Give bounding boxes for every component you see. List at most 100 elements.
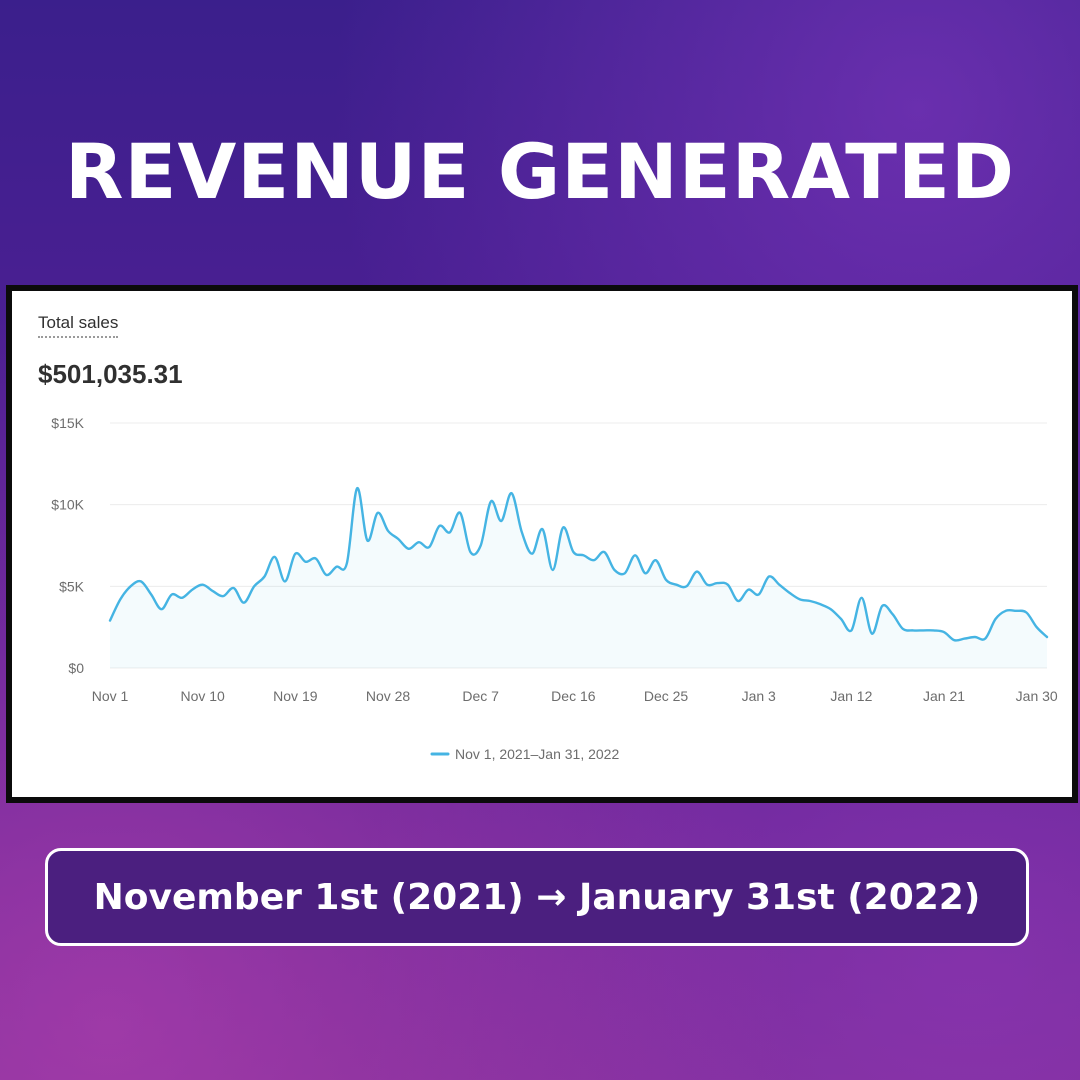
data-point <box>263 575 265 577</box>
data-point <box>1005 610 1007 612</box>
data-point <box>634 554 636 556</box>
data-point <box>510 492 512 494</box>
data-point <box>655 559 657 561</box>
data-point <box>552 569 554 571</box>
data-point <box>304 561 306 563</box>
data-point <box>830 608 832 610</box>
data-point <box>727 584 729 586</box>
data-point <box>449 531 451 533</box>
data-point <box>119 598 121 600</box>
data-point <box>397 538 399 540</box>
data-point <box>562 526 564 528</box>
data-point <box>778 584 780 586</box>
data-point <box>171 593 173 595</box>
data-point <box>871 633 873 635</box>
data-point <box>768 575 770 577</box>
data-point <box>346 562 348 564</box>
data-point <box>243 602 245 604</box>
y-tick-label: $10K <box>51 497 84 513</box>
x-tick-label: Nov 10 <box>180 688 225 704</box>
sales-chart: $0 $5K $10K $15K Nov 1 Nov 10 Nov 19 Nov 28 Dec… <box>51 415 1058 762</box>
data-point <box>809 600 811 602</box>
grid-lines <box>110 422 1047 669</box>
data-point <box>407 548 409 550</box>
data-point <box>469 551 471 553</box>
data-point <box>521 531 523 533</box>
data-point <box>325 574 327 576</box>
x-tick-label: Dec 16 <box>551 688 596 704</box>
data-point <box>181 597 183 599</box>
sales-panel: $0 $5K $10K $15K Nov 1 Nov 10 Nov 19 Nov 28 Dec… <box>6 285 1078 803</box>
data-point <box>253 585 255 587</box>
data-point <box>902 628 904 630</box>
data-point <box>922 629 924 631</box>
data-point <box>1015 610 1017 612</box>
x-tick-label: Dec 25 <box>644 688 689 704</box>
data-point <box>644 572 646 574</box>
data-point <box>222 595 224 597</box>
data-point <box>665 579 667 581</box>
data-point <box>861 597 863 599</box>
data-point <box>480 544 482 546</box>
y-tick-label: $15K <box>51 415 84 431</box>
x-tick-label: Dec 7 <box>462 688 499 704</box>
data-point <box>387 530 389 532</box>
data-point <box>747 588 749 590</box>
data-point <box>335 566 337 568</box>
y-axis-ticks: $0 $5K $10K $15K <box>51 415 84 676</box>
x-tick-label: Jan 3 <box>742 688 776 704</box>
data-point <box>963 637 965 639</box>
x-axis-ticks: Nov 1 Nov 10 Nov 19 Nov 28 Dec 7 Dec 16 Dec 25… <box>92 688 1058 704</box>
data-point <box>294 553 296 555</box>
data-point <box>140 580 142 582</box>
data-point <box>274 556 276 558</box>
data-point <box>541 528 543 530</box>
data-point <box>315 557 317 559</box>
data-point <box>459 512 461 514</box>
total-sales-value: $501,035.31 <box>38 359 183 389</box>
date-range-box: November 1st (2021) → January 31st (2022… <box>45 848 1029 946</box>
total-sales-label: Total sales <box>38 313 119 338</box>
data-point <box>685 585 687 587</box>
data-point <box>109 619 111 621</box>
data-point <box>716 582 718 584</box>
data-point <box>438 525 440 527</box>
data-point <box>490 500 492 502</box>
data-point <box>212 590 214 592</box>
data-point <box>356 487 358 489</box>
data-point <box>788 592 790 594</box>
y-tick-label: $5K <box>59 578 85 594</box>
data-point <box>799 598 801 600</box>
legend: Nov 1, 2021–Jan 31, 2022 <box>430 746 619 762</box>
data-point <box>613 569 615 571</box>
data-point <box>129 585 131 587</box>
data-point <box>500 520 502 522</box>
data-point <box>572 551 574 553</box>
data-point <box>377 512 379 514</box>
data-point <box>232 587 234 589</box>
series-line <box>108 487 1049 642</box>
data-point <box>984 637 986 639</box>
data-point <box>582 554 584 556</box>
data-point <box>943 631 945 633</box>
data-point <box>974 636 976 638</box>
data-point <box>428 546 430 548</box>
data-point <box>1025 611 1027 613</box>
series-area <box>110 488 1047 668</box>
data-point <box>593 559 595 561</box>
legend-label: Nov 1, 2021–Jan 31, 2022 <box>455 746 619 762</box>
data-point <box>191 588 193 590</box>
data-point <box>933 629 935 631</box>
data-point <box>706 584 708 586</box>
data-point <box>881 605 883 607</box>
data-point <box>737 600 739 602</box>
data-point <box>758 593 760 595</box>
data-point <box>160 608 162 610</box>
data-point <box>1036 626 1038 628</box>
data-point <box>819 603 821 605</box>
data-point <box>1046 636 1048 638</box>
data-point <box>202 584 204 586</box>
data-point <box>624 572 626 574</box>
x-tick-label: Nov 19 <box>273 688 318 704</box>
data-point <box>891 613 893 615</box>
